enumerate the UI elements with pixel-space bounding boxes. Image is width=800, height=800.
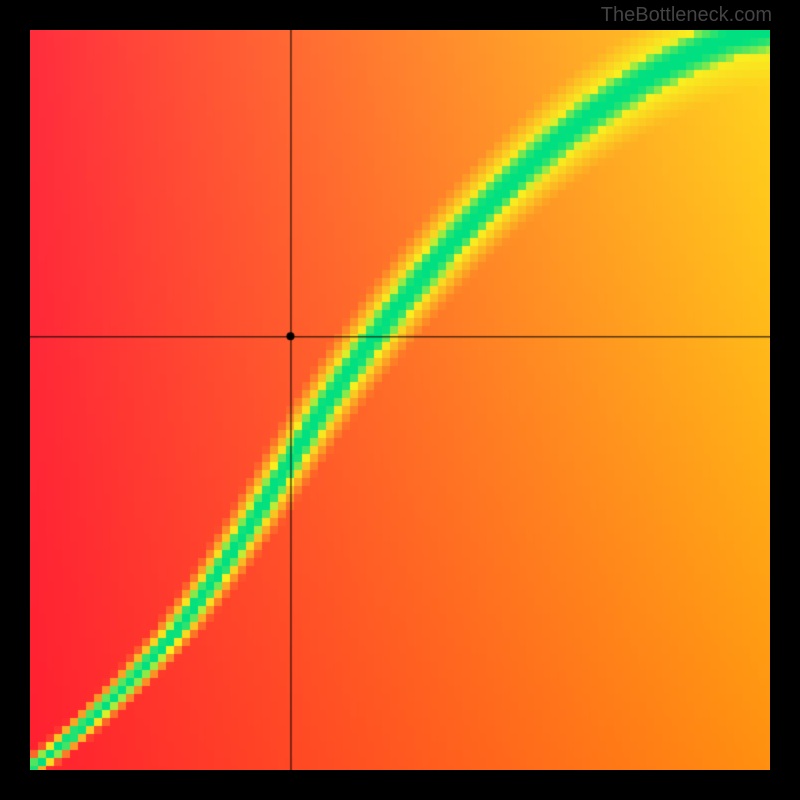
bottleneck-heatmap [30,30,770,770]
watermark-text: TheBottleneck.com [601,4,772,27]
heatmap-canvas [30,30,770,770]
